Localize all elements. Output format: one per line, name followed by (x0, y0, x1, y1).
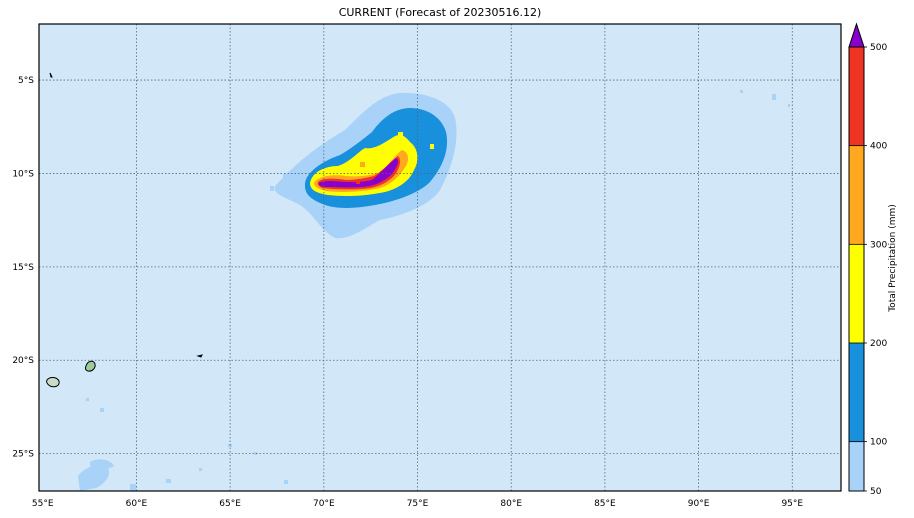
colorbar-tick-label: 100 (870, 438, 887, 448)
precipitation-field (78, 90, 790, 491)
colorbar-tick-label: 50 (870, 487, 882, 497)
precip-speckle (100, 408, 104, 412)
colorbar-label: Total Precipitation (mm) (888, 204, 898, 312)
lon-tick-label: 60°E (126, 499, 148, 509)
precip-speckle (356, 180, 360, 184)
precip-speckle (772, 94, 776, 100)
island-northwest (49, 72, 53, 78)
precip-speckle (284, 480, 288, 484)
precip-speckle (130, 484, 136, 491)
lat-tick-label: 15°S (12, 263, 34, 273)
lon-tick-label: 70°E (313, 499, 335, 509)
precip-speckle (398, 132, 403, 137)
colorbar-segment (849, 145, 864, 245)
colorbar-tick-labels: 50 100 200 300 400 500 (864, 43, 887, 497)
lon-tick-label: 65°E (219, 499, 241, 509)
precip-speckle (254, 452, 257, 455)
island-rodrigues (196, 354, 203, 358)
colorbar-segment (849, 343, 864, 442)
precip-sw-patch (78, 465, 110, 491)
precip-speckle (199, 468, 202, 471)
colorbar-segment (849, 441, 864, 491)
precip-speckle (360, 162, 365, 167)
islands (46, 72, 203, 388)
island-reunion (46, 377, 60, 388)
lat-tick-label: 25°S (12, 450, 34, 460)
precip-speckle (788, 104, 790, 107)
colorbar (848, 22, 865, 492)
colorbar-frame (848, 46, 865, 492)
lat-tick-labels: 5°S 10°S 15°S 20°S 25°S (12, 76, 34, 460)
colorbar-tick-label: 200 (870, 339, 887, 349)
colorbar-extend-arrow (848, 22, 865, 48)
colorbar-segment (849, 244, 864, 343)
lat-tick-label: 10°S (12, 169, 34, 179)
precip-speckle (270, 186, 274, 191)
gridlines (39, 24, 841, 491)
lon-tick-label: 90°E (688, 499, 710, 509)
lat-tick-label: 20°S (12, 356, 34, 366)
lon-tick-label: 75°E (407, 499, 429, 509)
colorbar-tick-label: 400 (870, 142, 887, 152)
map-frame (38, 23, 842, 492)
colorbar-segment (849, 47, 864, 146)
lon-tick-label: 80°E (500, 499, 522, 509)
precip-speckle (430, 144, 434, 149)
precip-speckle (166, 479, 171, 483)
lon-tick-labels: 55°E 60°E 65°E 70°E 75°E 80°E 85°E 90°E 95°E (32, 499, 803, 509)
lon-tick-label: 55°E (32, 499, 54, 509)
precip-speckle (86, 398, 89, 401)
precip-speckle (740, 90, 743, 93)
precip-sw-patch (90, 459, 114, 469)
ocean-background (39, 24, 841, 491)
colorbar-tick-label: 500 (870, 43, 887, 53)
lon-tick-label: 85°E (594, 499, 616, 509)
island-mauritius (84, 360, 96, 372)
colorbar-tick-label: 300 (870, 240, 887, 250)
precip-over-500-region (318, 158, 399, 188)
lon-tick-label: 95°E (781, 499, 803, 509)
lat-tick-label: 5°S (18, 76, 34, 86)
precip-speckle (283, 174, 289, 178)
map-title: CURRENT (Forecast of 20230516.12) (338, 6, 542, 19)
